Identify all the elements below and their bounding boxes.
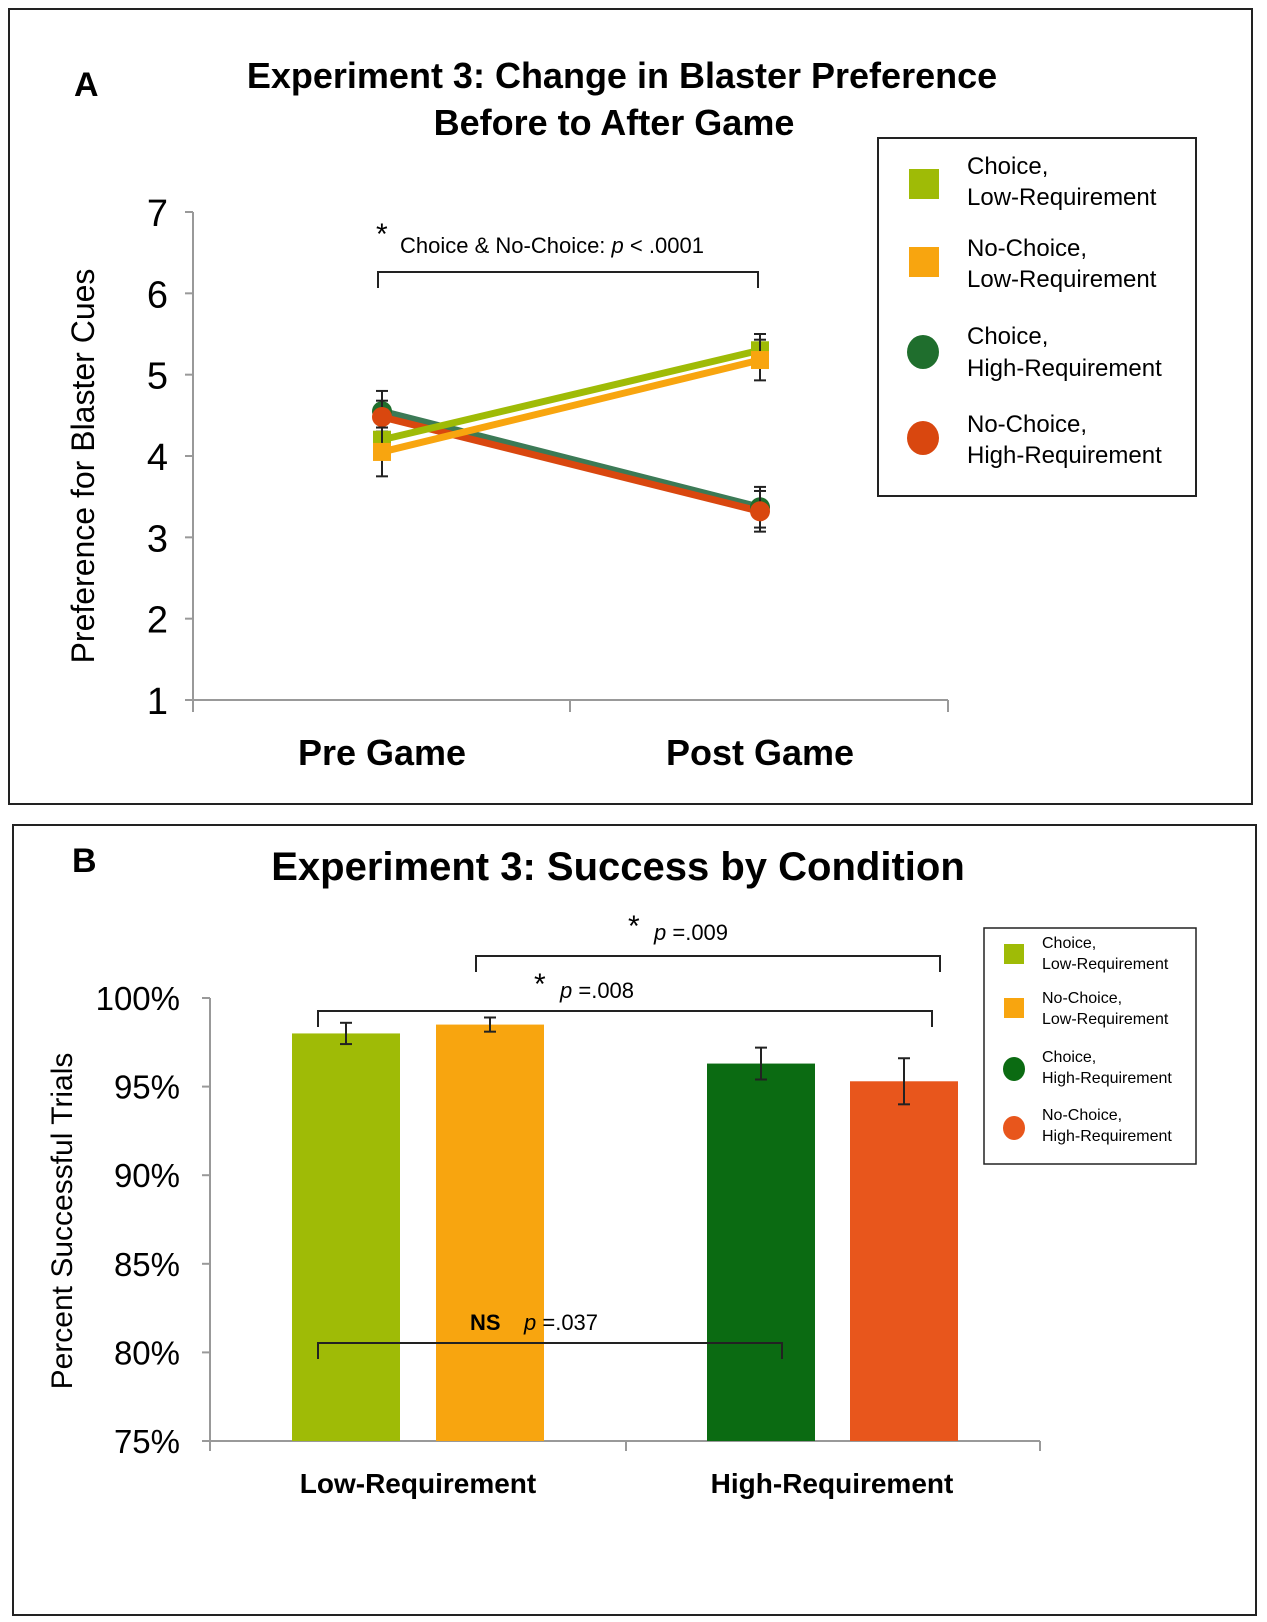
significance-text-a: Choice & No-Choice: p < .0001 bbox=[400, 233, 704, 258]
bar-0 bbox=[292, 1033, 400, 1441]
x-category-pre-game: Pre Game bbox=[298, 732, 466, 773]
chart-b-title: Experiment 3: Success by Condition bbox=[271, 845, 965, 889]
legend-a-swatch-nochoice-high bbox=[907, 421, 939, 455]
legend-a-label-choice-high-2: High-Requirement bbox=[967, 355, 1162, 382]
y-tick-label-b: 100% bbox=[96, 980, 180, 1017]
annotation-b1-p: p bbox=[653, 920, 666, 945]
legend-a-label-nochoice-high-2: High-Requirement bbox=[967, 442, 1162, 469]
chart-a-title-line2: Before to After Game bbox=[434, 102, 795, 143]
legend-a-swatch-nochoice-low bbox=[909, 247, 939, 277]
legend-b-swatch-choice-high bbox=[1003, 1057, 1025, 1081]
y-tick-label-a: 7 bbox=[147, 193, 168, 235]
annotation-a-p: p bbox=[611, 233, 624, 258]
data-point-circle bbox=[750, 501, 770, 522]
legend-b-swatch-nochoice-low bbox=[1004, 998, 1024, 1018]
significance-star-b-2: * bbox=[534, 968, 546, 1001]
line-chart-svg: A Experiment 3: Change in Blaster Prefer… bbox=[65, 55, 1197, 773]
x-category-high-requirement: High-Requirement bbox=[711, 1468, 954, 1499]
y-tick-label-a: 3 bbox=[147, 518, 168, 560]
x-category-post-game: Post Game bbox=[666, 732, 854, 773]
legend-a-label-choice-high-1: Choice, bbox=[967, 323, 1048, 350]
legend-b-swatch-choice-low bbox=[1004, 944, 1024, 964]
annotation-b3-p: p bbox=[523, 1310, 536, 1335]
annotation-a-label: Choice & No-Choice: bbox=[400, 233, 612, 258]
legend-b-label-choice-low-2: Low-Requirement bbox=[1042, 956, 1169, 973]
significance-text-b-1: p =.009 bbox=[653, 920, 728, 945]
legend-b-label-choice-high-1: Choice, bbox=[1042, 1049, 1096, 1066]
significance-ns-b-3: NS bbox=[470, 1310, 501, 1335]
bar-2 bbox=[707, 1063, 815, 1441]
bar-chart-svg: B Experiment 3: Success by Condition Per… bbox=[46, 842, 1197, 1499]
annotation-b2-pvalue: =.008 bbox=[572, 978, 634, 1003]
annotation-b1-pvalue: =.009 bbox=[666, 920, 728, 945]
legend-a-swatch-choice-low bbox=[909, 169, 939, 199]
data-point-circle bbox=[372, 406, 392, 427]
y-tick-label-b: 95% bbox=[114, 1069, 180, 1106]
series-line-0 bbox=[381, 346, 761, 444]
significance-text-b-3: p =.037 bbox=[523, 1310, 598, 1335]
data-point-square bbox=[751, 351, 769, 370]
panel-label-b: B bbox=[72, 842, 97, 880]
series-line-1 bbox=[381, 356, 761, 456]
legend-b-label-nochoice-low-1: No-Choice, bbox=[1042, 990, 1122, 1007]
legend-b-label-nochoice-high-2: High-Requirement bbox=[1042, 1128, 1172, 1145]
legend-a-label-nochoice-low-1: No-Choice, bbox=[967, 235, 1087, 262]
legend-b-label-choice-high-2: High-Requirement bbox=[1042, 1070, 1172, 1087]
legend-a-label-choice-low-1: Choice, bbox=[967, 153, 1048, 180]
series-line-3 bbox=[381, 413, 761, 515]
significance-bracket-b-1 bbox=[475, 955, 941, 972]
legend-b-label-nochoice-high-1: No-Choice, bbox=[1042, 1107, 1122, 1124]
y-axis-label-a: Preference for Blaster Cues bbox=[65, 269, 101, 664]
y-axis-label-b: Percent Successful Trials bbox=[46, 1053, 79, 1390]
legend-b-label-choice-low-1: Choice, bbox=[1042, 935, 1096, 952]
x-category-low-requirement: Low-Requirement bbox=[300, 1468, 536, 1499]
legend-b-swatch-nochoice-high bbox=[1003, 1116, 1025, 1140]
legend-a-label-choice-low-2: Low-Requirement bbox=[967, 184, 1157, 211]
annotation-a-pvalue: < .0001 bbox=[624, 233, 704, 258]
significance-bracket-b-3 bbox=[317, 1342, 783, 1359]
annotation-b3-pvalue: =.037 bbox=[536, 1310, 598, 1335]
legend-a-label-nochoice-high-1: No-Choice, bbox=[967, 411, 1087, 438]
y-tick-label-a: 2 bbox=[147, 600, 168, 642]
data-point-square bbox=[373, 442, 391, 461]
panel-a: A Experiment 3: Change in Blaster Prefer… bbox=[8, 8, 1253, 805]
significance-star-b-1: * bbox=[628, 910, 640, 943]
y-tick-label-b: 85% bbox=[114, 1246, 180, 1283]
panel-b: B Experiment 3: Success by Condition Per… bbox=[12, 824, 1257, 1616]
bar-3 bbox=[850, 1081, 958, 1441]
significance-star-a: * bbox=[376, 218, 388, 251]
y-tick-label-b: 80% bbox=[114, 1334, 180, 1371]
y-tick-label-b: 90% bbox=[114, 1157, 180, 1194]
legend-a-label-nochoice-low-2: Low-Requirement bbox=[967, 266, 1157, 293]
y-tick-label-a: 4 bbox=[147, 437, 168, 479]
chart-a-title-line1: Experiment 3: Change in Blaster Preferen… bbox=[247, 55, 997, 96]
y-tick-label-b: 75% bbox=[114, 1423, 180, 1460]
legend-a-swatch-choice-high bbox=[907, 335, 939, 369]
bar-1 bbox=[436, 1024, 544, 1441]
significance-text-b-2: p =.008 bbox=[559, 978, 634, 1003]
y-tick-label-a: 6 bbox=[147, 274, 168, 316]
legend-b-label-nochoice-low-2: Low-Requirement bbox=[1042, 1011, 1169, 1028]
y-tick-label-a: 1 bbox=[147, 681, 168, 723]
panel-label-a: A bbox=[74, 66, 99, 104]
significance-bracket-b-2 bbox=[317, 1010, 933, 1027]
y-tick-label-a: 5 bbox=[147, 356, 168, 398]
annotation-b2-p: p bbox=[559, 978, 572, 1003]
significance-bracket-a bbox=[377, 271, 759, 288]
